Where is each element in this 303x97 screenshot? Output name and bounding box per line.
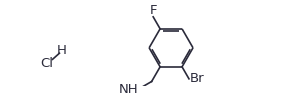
Text: H: H	[57, 44, 67, 57]
Text: NH: NH	[119, 83, 138, 96]
Text: F: F	[149, 4, 157, 17]
Text: Br: Br	[190, 72, 204, 85]
Text: Cl: Cl	[41, 57, 54, 70]
